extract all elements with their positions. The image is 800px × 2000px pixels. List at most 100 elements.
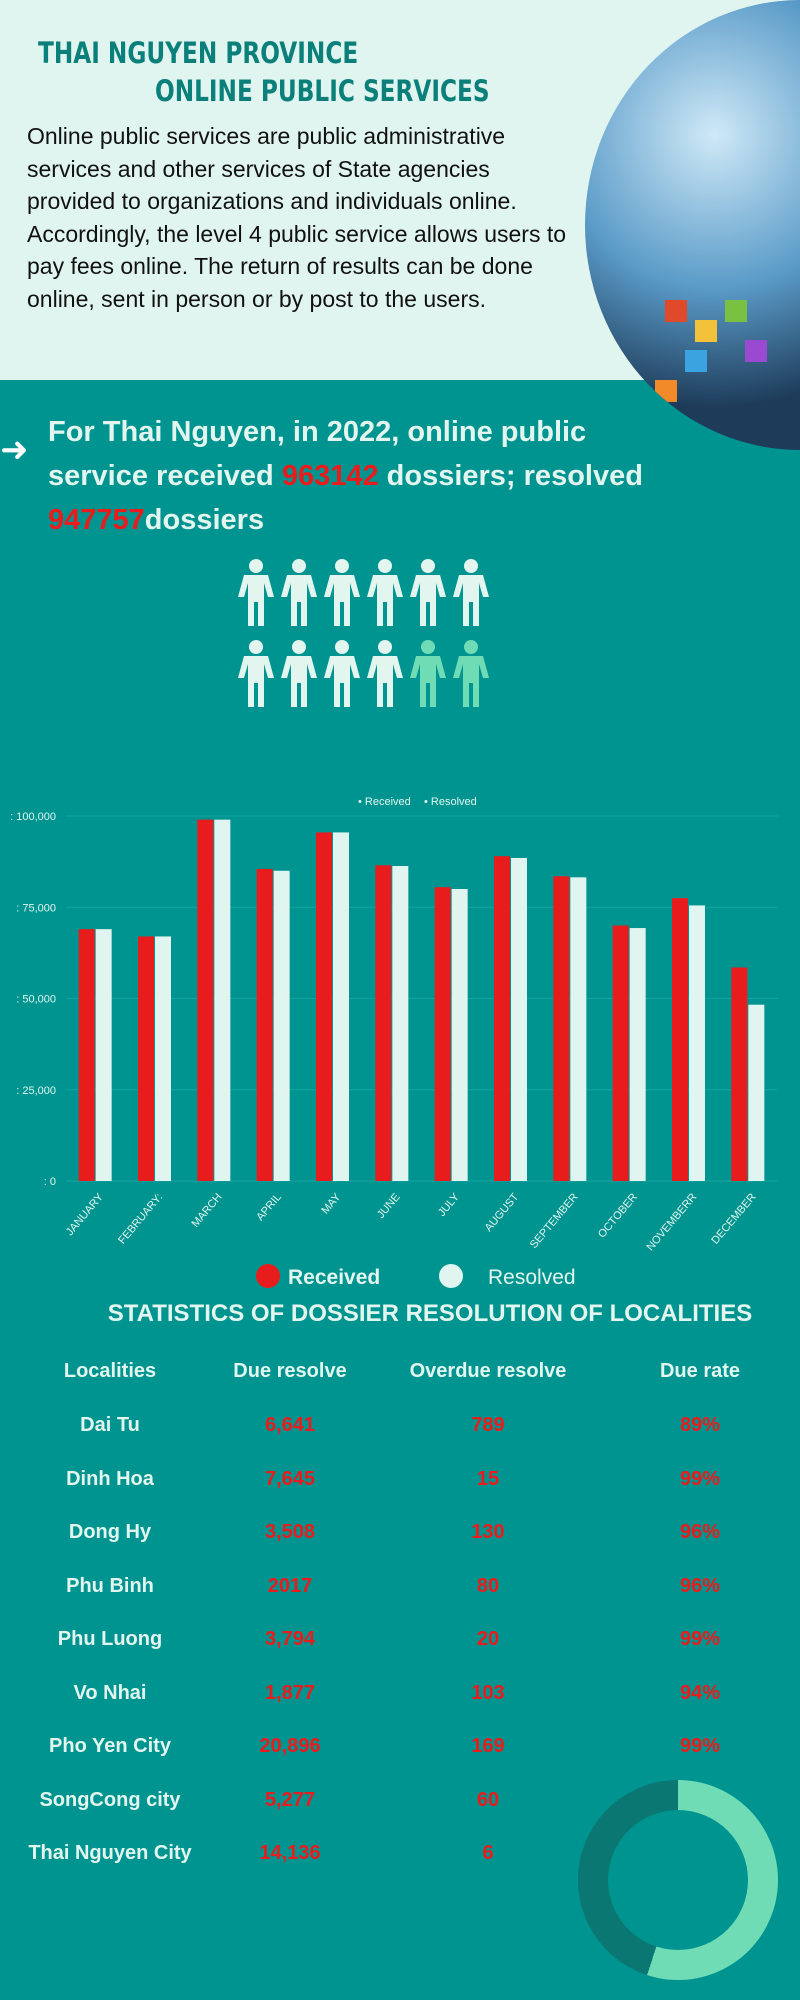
bar-resolved [748,1004,765,1181]
bar-received [78,929,95,1181]
locality-name: Vo Nhai [73,1681,147,1704]
monthly-bar-chart: : 0 : 25,000 : 50,000 : 75,000 : 100,000 JANU… [10,796,778,1289]
locality-name: Dai Tu [80,1414,140,1436]
person-icon [236,558,279,633]
due-rate: 99% [679,1628,721,1650]
bar-resolved [155,936,171,1181]
person-icon [365,639,408,714]
overdue-resolve: 789 [471,1414,505,1436]
overdue-resolve: 103 [471,1681,505,1704]
bar-resolved [689,905,705,1181]
due-rate: 89% [679,1414,721,1436]
due-resolve: 20,896 [259,1735,321,1757]
x-tick-label: MARCH [190,1191,225,1230]
x-tick-label: JUNE [375,1191,403,1221]
headline-text: dossiers; resolved [378,460,643,492]
due-rate: 99% [679,1735,721,1757]
overdue-resolve: 6 [482,1842,494,1864]
arrow-icon: ➜ [0,431,29,469]
title-line-2: ONLINE PUBLIC SERVICES [155,74,490,108]
people-icons [236,558,496,714]
y-tick-label: : 25,000 [16,1085,56,1097]
person-icon [451,558,494,633]
due-resolve: 1,877 [264,1681,316,1704]
locality-name: Phu Binh [66,1574,154,1597]
x-tick-label: DECEMBER [709,1191,758,1247]
person-icon [408,639,451,714]
bar-resolved [273,870,290,1181]
overdue-resolve: 130 [471,1521,505,1543]
column-header: Overdue resolve [409,1360,567,1382]
due-resolve: 7,645 [264,1467,316,1490]
y-tick-label: : 100,000 [10,811,56,823]
due-resolve: 14,136 [259,1842,321,1864]
person-icon [279,558,322,633]
x-tick-label: OCTOBER [596,1191,640,1240]
bar-resolved [629,928,646,1181]
column-header: Due rate [659,1360,741,1382]
due-resolve: 5,277 [264,1788,316,1811]
locality-name: Thai Nguyen City [28,1842,192,1864]
title-line-1: THAI NGUYEN PROVINCE [38,36,359,70]
due-rate: 94% [679,1681,721,1704]
due-resolve: 3,794 [264,1628,316,1650]
intro-text: Online public services are public admini… [27,123,567,312]
legend-dot-resolved [439,1264,463,1288]
person-icon [408,558,451,633]
table-title: STATISTICS OF DOSSIER RESOLUTION OF LOCA… [107,1300,753,1327]
bar-received [375,865,392,1181]
headline: For Thai Nguyen, in 2022, online public … [48,410,688,542]
person-icon [322,639,365,714]
bar-resolved [214,819,231,1181]
y-tick-label: : 0 [44,1176,56,1188]
x-tick-label: MAY [319,1191,343,1217]
overdue-resolve: 169 [471,1735,505,1757]
x-tick-label: AUGUST [483,1191,522,1234]
bar-received [553,876,570,1181]
y-tick-label: : 50,000 [16,994,56,1006]
bar-received [138,936,154,1181]
due-resolve: 3,508 [264,1521,316,1543]
bar-received [434,887,451,1181]
person-icon [322,558,365,633]
legend-received: • Received [358,796,411,808]
legend-big-resolved: Resolved [488,1266,576,1289]
column-header: Localities [63,1360,157,1382]
locality-name: SongCong city [39,1788,181,1811]
bar-received [672,898,688,1181]
x-tick-label: JULY [436,1191,462,1219]
x-tick-label: SEPTEMBER [528,1191,581,1251]
person-icon [451,639,494,714]
overdue-resolve: 20 [476,1628,500,1650]
headline-text: dossiers [144,504,265,536]
due-resolve: 2017 [267,1574,313,1597]
overdue-resolve: 80 [476,1574,500,1597]
bar-resolved [451,889,468,1181]
x-tick-label: APRIL [254,1191,284,1223]
bar-received [197,819,214,1181]
x-tick-label: JANUARY [64,1191,106,1238]
bar-received [256,868,273,1181]
received-count: 963142 [281,460,379,492]
overdue-resolve: 60 [476,1788,500,1811]
person-icon [365,558,408,633]
bar-resolved [333,832,349,1181]
due-resolve: 6,641 [264,1414,316,1436]
overdue-resolve: 15 [476,1467,500,1490]
locality-name: Phu Luong [57,1628,163,1650]
donut-decoration [578,1780,778,1980]
x-tick-label: NOVEMBERR [645,1191,700,1253]
bar-received [316,832,332,1181]
due-rate: 96% [679,1574,721,1597]
bar-resolved [570,877,587,1181]
y-tick-label: : 75,000 [16,902,56,914]
legend-dot-received [256,1264,280,1288]
bar-resolved [95,929,112,1181]
headline-text: For Thai Nguyen, in 2022, online public … [48,416,587,492]
x-tick-label: FEBRUARY: [116,1191,165,1246]
bar-resolved [511,857,527,1181]
locality-name: Dong Hy [68,1521,152,1543]
due-rate: 96% [679,1521,721,1543]
person-icon [279,639,322,714]
due-rate: 99% [679,1467,721,1490]
